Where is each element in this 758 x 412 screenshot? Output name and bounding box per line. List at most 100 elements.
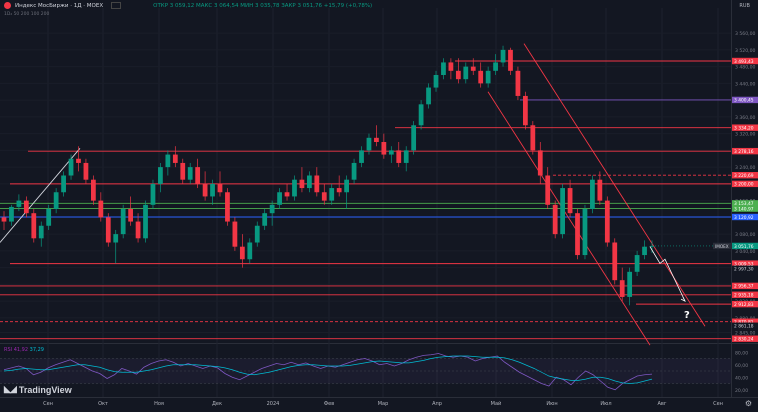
question-mark: ? bbox=[684, 310, 690, 321]
candle-body bbox=[537, 150, 543, 176]
time-axis-label: Ноя bbox=[154, 401, 164, 407]
candle-body bbox=[388, 150, 394, 155]
price-level-tag bbox=[732, 335, 758, 342]
symbol-title[interactable]: Индекс МосБиржи · 1Д · MOEX bbox=[15, 2, 104, 9]
price-axis-tick: 3 440,00 bbox=[735, 81, 756, 87]
price-axis-tick: 3 080,00 bbox=[735, 232, 756, 238]
candle-body bbox=[329, 188, 335, 201]
price-axis-tick: 3 240,00 bbox=[735, 165, 756, 171]
candle-body bbox=[165, 154, 171, 168]
price-level-label: 3 493,43 bbox=[734, 59, 754, 65]
candle-body bbox=[463, 66, 469, 80]
candle-body bbox=[374, 137, 379, 142]
price-level-tag bbox=[732, 291, 758, 298]
candle-body bbox=[396, 150, 402, 163]
forecast-arrow-head bbox=[680, 296, 686, 303]
candle-body bbox=[277, 192, 282, 205]
price-axis-tick: 3 520,00 bbox=[735, 48, 756, 54]
currency-label[interactable]: RUB bbox=[739, 3, 750, 9]
candle-body bbox=[634, 255, 640, 272]
price-axis-tick: 3 040,00 bbox=[735, 249, 756, 255]
price-level-tag bbox=[732, 96, 758, 104]
candle-body bbox=[239, 246, 245, 260]
gear-icon[interactable]: ⚙ bbox=[744, 399, 752, 408]
candle-body bbox=[314, 175, 320, 193]
price-level-label: 3 200,00 bbox=[734, 182, 754, 188]
candle-body bbox=[269, 204, 275, 214]
price-level-label: 2 830,24 bbox=[734, 337, 754, 343]
candle-body bbox=[448, 62, 454, 71]
indicator-toggle-icon[interactable] bbox=[111, 2, 122, 9]
candle-body bbox=[627, 271, 633, 297]
price-level-tag bbox=[732, 200, 758, 207]
candle-body bbox=[31, 213, 37, 239]
rsi-axis-tick: 80,00 bbox=[735, 350, 748, 356]
candle-body bbox=[567, 188, 573, 214]
candle-body bbox=[612, 242, 618, 281]
candle-body bbox=[232, 221, 238, 247]
candle-body bbox=[254, 225, 260, 243]
price-axis-tick: 3 560,00 bbox=[735, 31, 756, 37]
price-level-tag bbox=[732, 300, 758, 308]
candle-body bbox=[597, 179, 603, 201]
candle-body bbox=[53, 192, 59, 209]
candle-body bbox=[470, 66, 476, 71]
rsi-value-2: 37,29 bbox=[29, 347, 44, 353]
candle-body bbox=[83, 162, 89, 180]
rsi-title: RSI bbox=[4, 347, 13, 353]
candle-body bbox=[46, 209, 52, 226]
candle-body bbox=[552, 204, 558, 235]
price-axis-tick: 3 480,00 bbox=[735, 65, 756, 71]
candle-body bbox=[426, 87, 431, 105]
candle-body bbox=[262, 213, 268, 226]
candle-body bbox=[418, 104, 424, 126]
candle-body bbox=[217, 183, 223, 193]
candle-body bbox=[508, 49, 513, 71]
candle-body bbox=[306, 175, 312, 189]
tradingview-branding[interactable]: ◣◢ TradingView bbox=[4, 384, 72, 395]
price-axis-tick: 3 320,00 bbox=[735, 132, 756, 138]
candle-body bbox=[411, 125, 417, 151]
rising-trendline bbox=[0, 147, 81, 243]
candle-body bbox=[649, 245, 655, 247]
ohlc-readout: ОТКР 3 059,12 МАКС 3 064,54 МИН 3 035,78… bbox=[153, 2, 373, 9]
price-level-label: 3 009,53 bbox=[734, 261, 754, 267]
candle-body bbox=[351, 162, 357, 180]
candle-body bbox=[545, 175, 551, 205]
candle-body bbox=[403, 150, 409, 163]
candle-body bbox=[135, 221, 141, 239]
candle-body bbox=[582, 209, 588, 256]
price-level-tag bbox=[732, 124, 758, 131]
time-axis-label: Фев bbox=[324, 401, 334, 407]
candle-body bbox=[38, 225, 44, 239]
price-level-label: 3 140,97 bbox=[734, 206, 754, 212]
candle-body bbox=[560, 188, 566, 235]
time-axis-label: Сен bbox=[43, 401, 53, 407]
price-axis-tick: 2 845,00 bbox=[735, 331, 756, 337]
price-extra-tag bbox=[732, 265, 758, 272]
price-level-label: 2 956,37 bbox=[734, 284, 754, 290]
price-level-label: 3 278,16 bbox=[734, 149, 754, 155]
moving-average-legend[interactable]: 1D₂ 50 200 100 200 bbox=[4, 12, 50, 17]
candle-body bbox=[359, 150, 364, 163]
tradingview-logo-icon: ◣◢ bbox=[4, 384, 17, 394]
time-axis-label: Окт bbox=[98, 401, 108, 407]
candle-body bbox=[284, 192, 290, 197]
candle-body bbox=[366, 137, 372, 151]
candle-body bbox=[202, 183, 208, 197]
moex-logo-icon bbox=[4, 2, 11, 9]
candle-body bbox=[344, 179, 350, 193]
price-level-tag bbox=[732, 172, 758, 179]
rsi-legend[interactable]: RSI 41,92 37,29 bbox=[4, 347, 44, 353]
time-axis-label: 2024 bbox=[267, 401, 280, 407]
candle-body bbox=[441, 62, 446, 75]
candle-body bbox=[128, 209, 134, 222]
candle-body bbox=[590, 179, 595, 209]
time-axis-label: Сен bbox=[713, 401, 723, 407]
candle-body bbox=[158, 167, 163, 184]
candle-body bbox=[210, 183, 215, 197]
current-price-label: 3 051,76 bbox=[734, 244, 754, 250]
